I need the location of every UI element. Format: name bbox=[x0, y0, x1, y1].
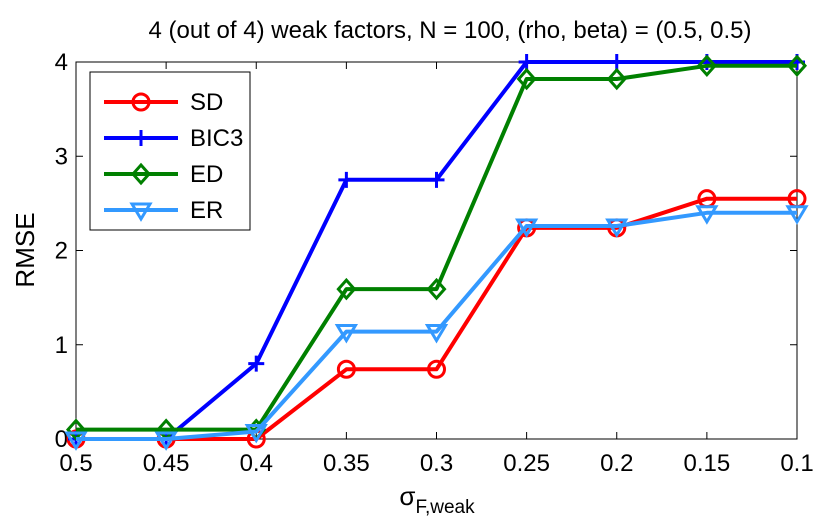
series-line-er bbox=[76, 210, 797, 441]
legend-box bbox=[89, 71, 251, 231]
data-point-ed bbox=[786, 54, 808, 78]
x-tick-label: 0.1 bbox=[780, 450, 813, 477]
data-point-er bbox=[424, 324, 449, 344]
legend: SD BIC3 ED ER bbox=[89, 71, 251, 231]
data-point-er bbox=[64, 431, 88, 451]
data-point-er bbox=[695, 205, 719, 225]
legend-marker-sd bbox=[131, 92, 151, 112]
series-line-sd bbox=[76, 196, 797, 441]
data-point-bic3 bbox=[248, 355, 265, 372]
plot-area: 0.5 0.45 0.4 0.35 0.3 0.25 0.2 0.15 0.1 0 1 2 3 4 bbox=[55, 49, 814, 477]
x-axis-label: σF,weak bbox=[399, 481, 475, 518]
data-point-ed bbox=[426, 277, 447, 301]
data-point-bic3 bbox=[608, 54, 625, 70]
data-point-ed bbox=[336, 277, 357, 301]
y-tick-label: 1 bbox=[55, 332, 68, 359]
data-point-er bbox=[154, 431, 178, 451]
legend-marker-er bbox=[129, 202, 153, 222]
x-tick-label: 0.45 bbox=[143, 450, 190, 477]
y-tick-label: 2 bbox=[55, 238, 68, 265]
data-point-er bbox=[785, 205, 809, 225]
data-point-er bbox=[514, 218, 539, 238]
series-line-ed bbox=[76, 63, 797, 432]
x-tick-label: 0.4 bbox=[240, 450, 273, 477]
legend-marker-ed bbox=[130, 162, 152, 186]
data-point-ed bbox=[696, 54, 717, 78]
y-tick-label: 0 bbox=[55, 426, 68, 453]
x-tick-label: 0.3 bbox=[420, 450, 453, 477]
x-tick-label: 0.2 bbox=[600, 450, 633, 477]
data-point-ed bbox=[516, 67, 537, 91]
x-tick-label: 0.25 bbox=[503, 450, 550, 477]
y-tick-label: 3 bbox=[55, 143, 68, 170]
data-point-er bbox=[244, 423, 268, 444]
chart-title: 4 (out of 4) weak factors, N = 100, (rho… bbox=[149, 17, 752, 44]
data-point-ed bbox=[606, 67, 627, 91]
data-point-bic3 bbox=[518, 54, 535, 70]
data-point-er bbox=[334, 324, 359, 344]
data-point-bic3 bbox=[428, 171, 445, 188]
y-axis-label: RMSE bbox=[10, 212, 40, 287]
legend-label-sd: SD bbox=[190, 89, 223, 116]
x-tick-label: 0.35 bbox=[323, 450, 370, 477]
y-tick-label: 4 bbox=[55, 49, 68, 76]
data-point-bic3 bbox=[338, 171, 355, 188]
legend-label-ed: ED bbox=[190, 161, 223, 188]
legend-label-er: ER bbox=[190, 197, 223, 224]
data-point-sd bbox=[336, 359, 356, 379]
data-point-sd bbox=[427, 359, 446, 379]
legend-label-bic3: BIC3 bbox=[190, 125, 243, 152]
x-tick-label: 0.15 bbox=[684, 450, 731, 477]
legend-marker-bic3 bbox=[133, 130, 149, 146]
data-point-er bbox=[605, 218, 629, 238]
x-axis-label-subscript: F,weak bbox=[415, 497, 475, 518]
x-axis-label-main: σ bbox=[399, 481, 415, 511]
x-tick-label: 0.5 bbox=[59, 450, 92, 477]
